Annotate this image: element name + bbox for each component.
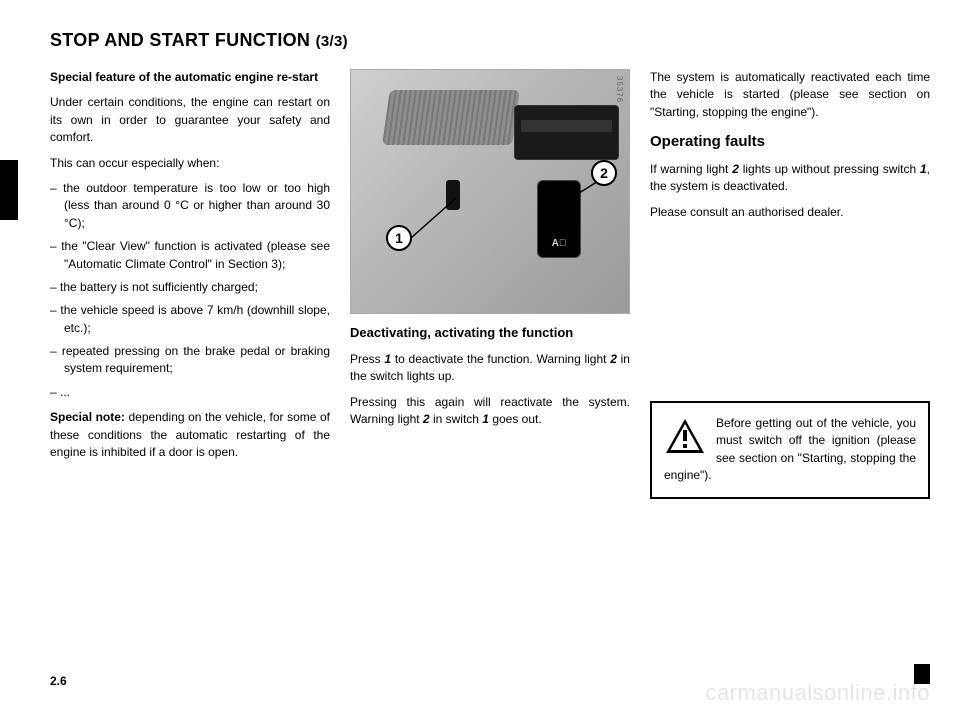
text: If warning light <box>650 162 732 176</box>
list-item: the battery is not sufficiently charged; <box>50 279 330 296</box>
col3-para3: Please consult an authorised dealer. <box>650 204 930 221</box>
text: to deactivate the function. Warning ligh… <box>391 352 610 366</box>
ref-1: 1 <box>920 162 927 176</box>
col3-para2: If warning light 2 lights up without pre… <box>650 161 930 196</box>
ref-2: 2 <box>732 162 739 176</box>
list-item: repeated pressing on the brake pedal or … <box>50 343 330 378</box>
note-label: Special note: <box>50 410 128 424</box>
callout-1: 1 <box>386 225 412 251</box>
col2-para2: Pressing this again will reactivate the … <box>350 394 630 429</box>
text: lights up without pressing switch <box>739 162 920 176</box>
col1-para2: This can occur especially when: <box>50 155 330 172</box>
warning-icon <box>664 417 706 455</box>
ref-1: 1 <box>482 412 489 426</box>
list-item: the "Clear View" function is activated (… <box>50 238 330 273</box>
content-columns: Special feature of the automatic engine … <box>50 69 930 499</box>
callout-2: 2 <box>591 160 617 186</box>
column-3: The system is automatically reactivated … <box>650 69 930 499</box>
list-item: the outdoor temperature is too low or to… <box>50 180 330 232</box>
col1-list: the outdoor temperature is too low or to… <box>50 180 330 401</box>
page-title: STOP AND START FUNCTION (3/3) <box>50 30 930 51</box>
col3-heading: Operating faults <box>650 131 930 153</box>
column-2: A⃠ 1 2 35376 Deactivating, activating th… <box>350 69 630 499</box>
column-1: Special feature of the automatic engine … <box>50 69 330 499</box>
text: in switch <box>430 412 483 426</box>
page-number: 2.6 <box>50 674 67 688</box>
col1-note: Special note: depending on the vehicle, … <box>50 409 330 461</box>
col1-para1: Under certain conditions, the engine can… <box>50 94 330 146</box>
title-main: STOP AND START FUNCTION <box>50 30 310 50</box>
list-item: the vehicle speed is above 7 km/h (downh… <box>50 302 330 337</box>
dashboard-figure: A⃠ 1 2 35376 <box>350 69 630 314</box>
ref-2: 2 <box>610 352 617 366</box>
list-item: ... <box>50 384 330 401</box>
title-part: (3/3) <box>316 33 348 50</box>
ref-2: 2 <box>423 412 430 426</box>
text: goes out. <box>489 412 542 426</box>
warning-box: Before getting out of the vehicle, you m… <box>650 401 930 499</box>
col1-heading: Special feature of the automatic engine … <box>50 69 330 86</box>
col2-para1: Press 1 to deactivate the function. Warn… <box>350 351 630 386</box>
section-tab <box>0 160 18 220</box>
col3-para1: The system is automatically reactivated … <box>650 69 930 121</box>
watermark: carmanualsonline.info <box>705 680 930 706</box>
callout-lines <box>351 70 630 314</box>
col2-heading: Deactivating, activating the function <box>350 324 630 343</box>
photo-id: 35376 <box>613 76 625 103</box>
text: Press <box>350 352 384 366</box>
